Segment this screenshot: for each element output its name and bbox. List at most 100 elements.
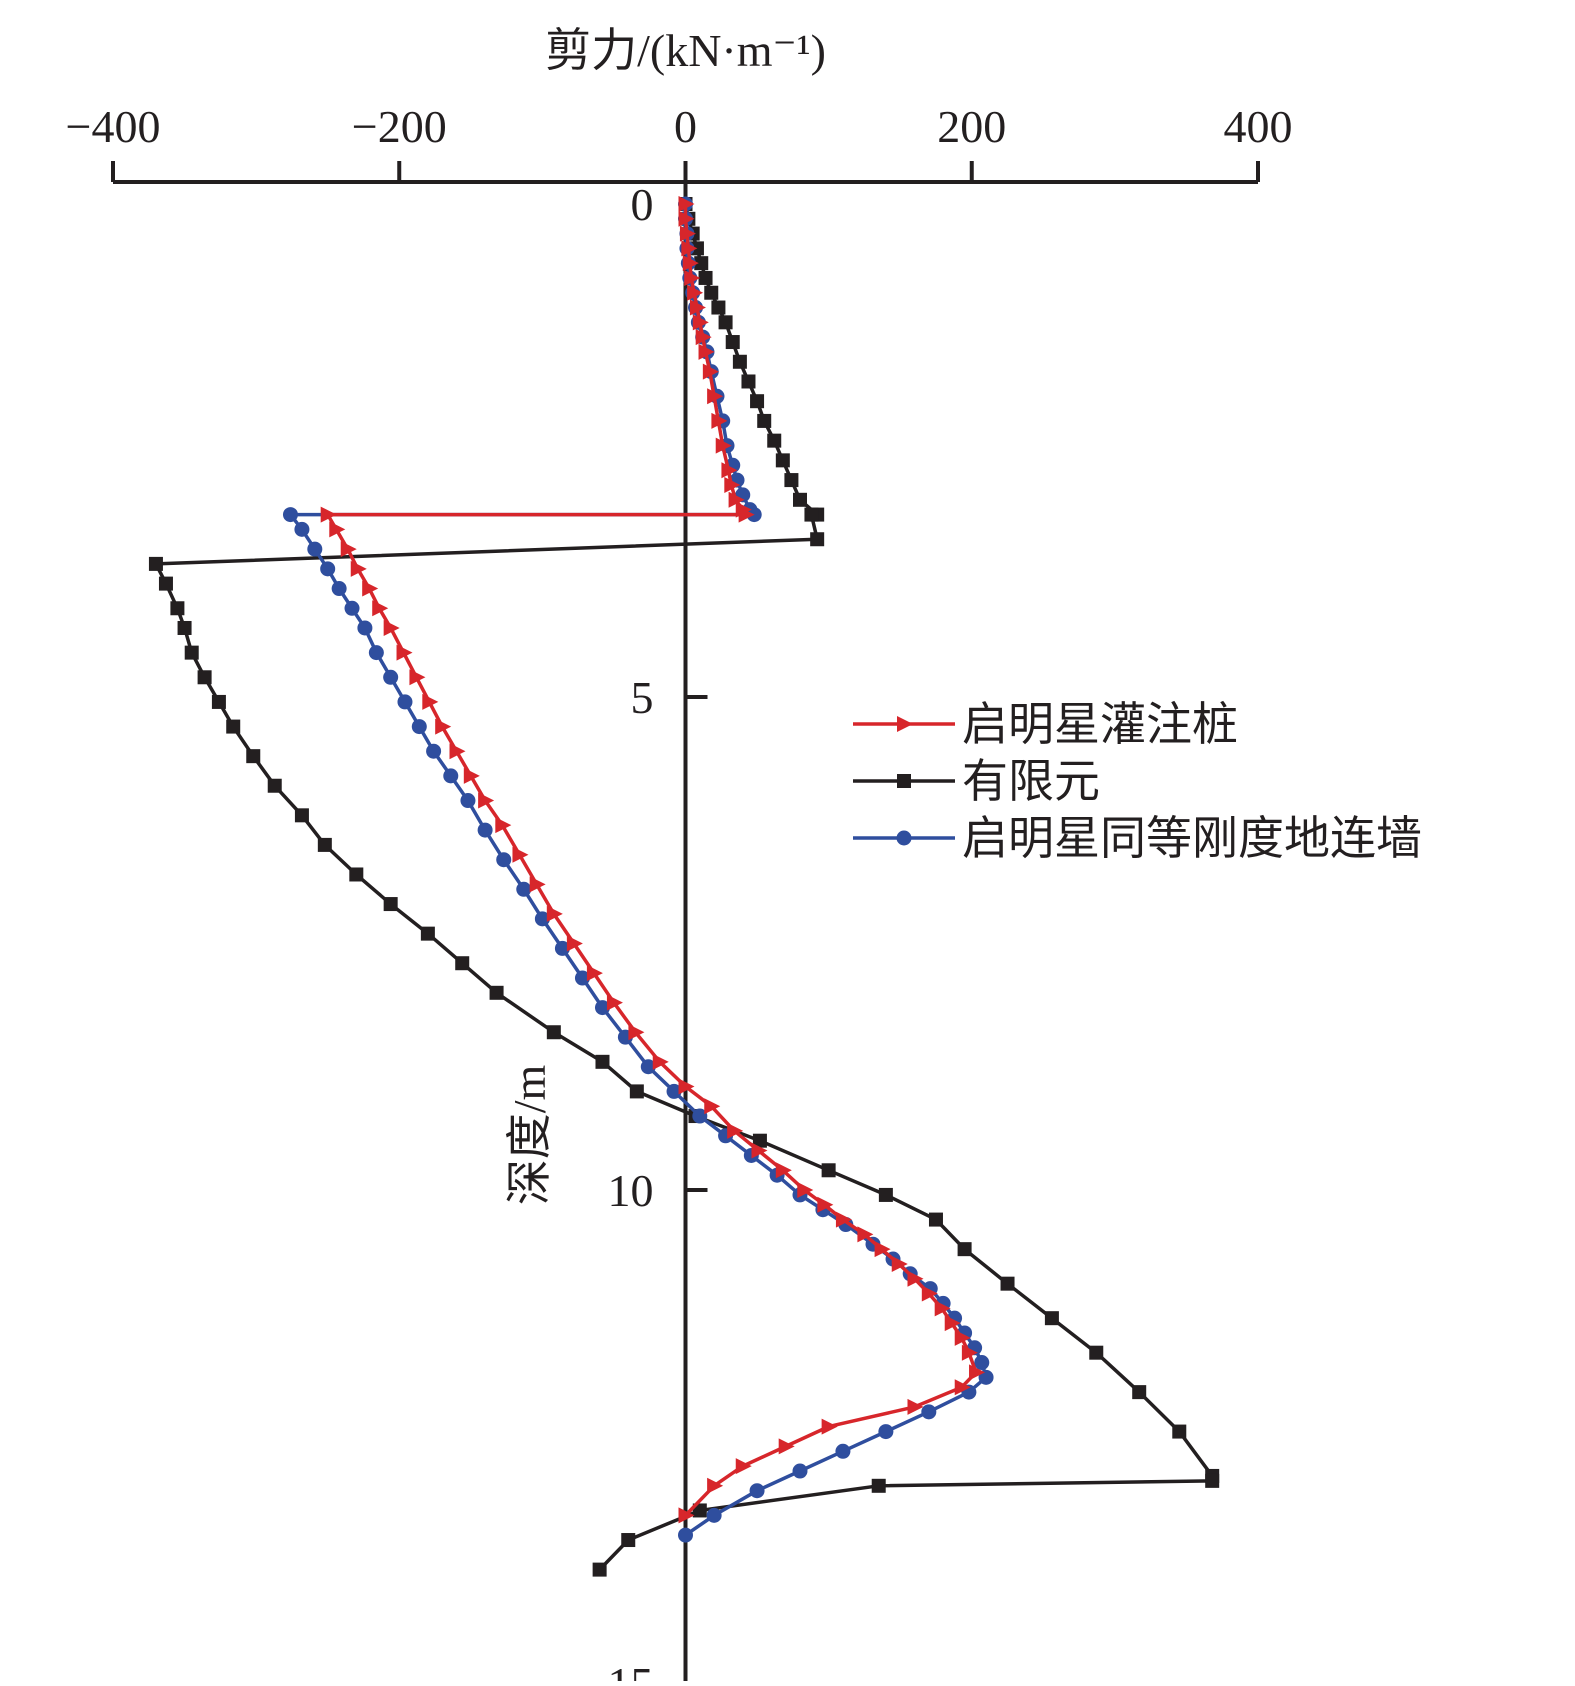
data-point xyxy=(411,719,427,735)
series-line xyxy=(288,204,988,1537)
data-point xyxy=(871,1478,886,1493)
data-point xyxy=(420,926,435,941)
data-point xyxy=(907,1270,924,1287)
data-point xyxy=(397,694,413,710)
data-point xyxy=(732,354,747,369)
data-point xyxy=(409,669,426,686)
y-axis-title: 深度/m xyxy=(504,1065,555,1206)
data-point xyxy=(449,743,466,760)
data-point xyxy=(954,1329,971,1346)
data-point xyxy=(878,1187,893,1202)
data-point xyxy=(682,255,699,272)
data-point xyxy=(821,1163,836,1178)
data-point xyxy=(594,1000,610,1016)
data-point xyxy=(512,846,529,863)
data-point xyxy=(396,644,413,661)
data-point xyxy=(692,1503,707,1518)
data-point xyxy=(1132,1385,1147,1400)
data-point xyxy=(757,413,772,428)
data-point xyxy=(331,581,347,597)
data-point xyxy=(704,285,719,300)
data-point xyxy=(778,1438,795,1455)
data-point xyxy=(317,837,332,852)
data-point xyxy=(751,1142,768,1159)
data-point xyxy=(792,1463,808,1479)
data-point xyxy=(267,778,282,793)
data-point xyxy=(707,388,724,405)
data-point xyxy=(704,1098,721,1115)
data-point xyxy=(957,1242,972,1257)
data-point xyxy=(728,491,745,508)
data-point xyxy=(835,1211,852,1228)
x-tick-label: −400 xyxy=(66,101,161,152)
data-point xyxy=(741,374,756,389)
data-point xyxy=(340,541,357,558)
data-point xyxy=(817,1196,834,1213)
y-tick-label: 15 xyxy=(608,1658,654,1681)
series-triangle-right xyxy=(320,196,986,1524)
series-line xyxy=(154,203,1214,1571)
data-point xyxy=(678,210,695,227)
data-point xyxy=(974,1355,990,1371)
data-point xyxy=(344,600,360,616)
data-point xyxy=(749,1483,765,1499)
data-point xyxy=(652,1053,669,1070)
legend-swatch-marker xyxy=(896,830,912,846)
data-point xyxy=(711,300,726,315)
data-point xyxy=(170,601,185,616)
data-point xyxy=(628,1024,645,1041)
data-point xyxy=(681,240,698,257)
data-point xyxy=(797,1182,814,1198)
data-point xyxy=(621,1533,636,1548)
y-tick-label: 5 xyxy=(631,672,654,723)
data-point xyxy=(349,867,364,882)
data-point xyxy=(678,1078,695,1095)
legend-swatch-marker xyxy=(897,774,911,788)
data-point xyxy=(775,453,790,468)
data-point xyxy=(546,1025,561,1040)
data-point xyxy=(574,970,590,986)
data-point xyxy=(679,225,696,242)
data-point xyxy=(383,619,400,636)
legend-item: 启明星同等刚度地连墙 xyxy=(853,813,1422,864)
data-point xyxy=(752,1133,767,1148)
data-point xyxy=(320,506,337,523)
data-point xyxy=(666,1083,682,1099)
data-point xyxy=(463,767,480,784)
data-point xyxy=(546,905,563,922)
data-point xyxy=(775,1162,792,1179)
data-point xyxy=(496,852,512,868)
data-point xyxy=(586,965,603,982)
data-point xyxy=(921,1404,937,1420)
data-point xyxy=(372,600,389,617)
data-point xyxy=(715,437,732,454)
data-point xyxy=(934,1300,951,1317)
data-point xyxy=(460,793,476,809)
data-point xyxy=(435,718,452,735)
data-point xyxy=(878,1424,894,1440)
data-point xyxy=(698,343,715,360)
x-axis-title: 剪力/(kN·m⁻¹) xyxy=(545,25,826,76)
data-point xyxy=(357,620,373,636)
data-point xyxy=(874,1241,891,1258)
data-point xyxy=(678,1507,695,1524)
data-point xyxy=(695,329,712,346)
data-point xyxy=(810,532,825,547)
series-layer xyxy=(148,196,1220,1577)
data-point xyxy=(226,719,241,734)
data-point xyxy=(177,620,192,635)
x-tick-label: 200 xyxy=(937,101,1006,152)
legend-label: 启明星灌注桩 xyxy=(962,699,1238,750)
data-point xyxy=(891,1255,908,1272)
data-point xyxy=(566,935,583,952)
data-point xyxy=(489,985,504,1000)
data-point xyxy=(725,335,740,350)
data-point xyxy=(294,521,310,537)
data-point xyxy=(184,645,199,660)
x-tick-label: −200 xyxy=(352,101,447,152)
data-point xyxy=(595,1054,610,1069)
data-point xyxy=(928,1212,943,1227)
data-point xyxy=(698,270,713,285)
